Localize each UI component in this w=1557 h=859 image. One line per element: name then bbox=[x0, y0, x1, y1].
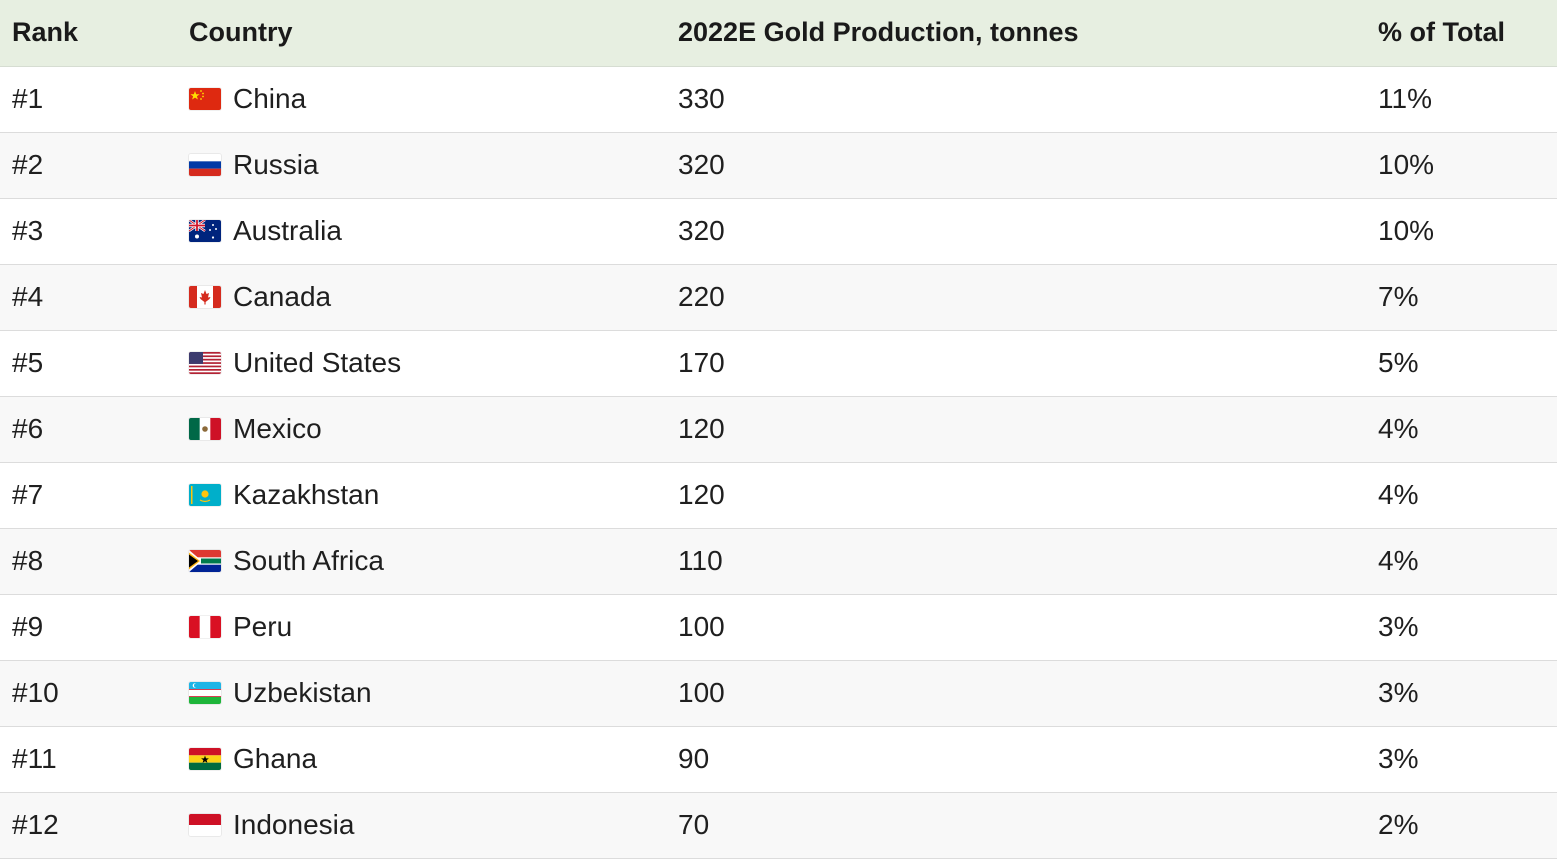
mexico-flag-icon bbox=[189, 418, 221, 440]
kazakhstan-flag-icon bbox=[189, 484, 221, 506]
production-cell: 170 bbox=[666, 330, 1366, 397]
header-rank: Rank bbox=[0, 0, 177, 67]
country-name: Indonesia bbox=[233, 809, 355, 840]
rank-cell: #6 bbox=[0, 396, 177, 463]
table-row: #6 Mexico 120 4% bbox=[0, 396, 1557, 463]
country-name: China bbox=[233, 83, 307, 114]
table-row: #12 Indonesia 70 2% bbox=[0, 792, 1557, 859]
production-cell: 320 bbox=[666, 198, 1366, 265]
production-cell: 70 bbox=[666, 792, 1366, 859]
table-row: #2 Russia 320 10% bbox=[0, 132, 1557, 199]
rank-cell: #11 bbox=[0, 726, 177, 793]
rank-cell: #7 bbox=[0, 462, 177, 529]
peru-flag-icon bbox=[189, 616, 221, 638]
china-flag-icon bbox=[189, 88, 221, 110]
rank-cell: #10 bbox=[0, 660, 177, 727]
country-name: Australia bbox=[233, 215, 342, 246]
share-cell: 2% bbox=[1366, 792, 1557, 859]
header-share: % of Total bbox=[1366, 0, 1557, 67]
russia-flag-icon bbox=[189, 154, 221, 176]
country-name: South Africa bbox=[233, 545, 384, 576]
table-row: #10 Uzbekistan 100 3% bbox=[0, 660, 1557, 727]
production-cell: 100 bbox=[666, 660, 1366, 727]
table-row: #9 Peru 100 3% bbox=[0, 594, 1557, 661]
header-production: 2022E Gold Production, tonnes bbox=[666, 0, 1366, 67]
table-header: Rank Country 2022E Gold Production, tonn… bbox=[0, 0, 1557, 67]
country-name: Russia bbox=[233, 149, 319, 180]
table-row: #8 South Africa 110 4% bbox=[0, 528, 1557, 595]
share-cell: 10% bbox=[1366, 132, 1557, 199]
country-name: Kazakhstan bbox=[233, 479, 380, 510]
production-cell: 110 bbox=[666, 528, 1366, 595]
share-cell: 10% bbox=[1366, 198, 1557, 265]
rank-cell: #1 bbox=[0, 66, 177, 133]
production-cell: 120 bbox=[666, 396, 1366, 463]
table-row: #11 Ghana 90 3% bbox=[0, 726, 1557, 793]
share-cell: 4% bbox=[1366, 528, 1557, 595]
canada-flag-icon bbox=[189, 286, 221, 308]
rank-cell: #12 bbox=[0, 792, 177, 859]
south-africa-flag-icon bbox=[189, 550, 221, 572]
country-name: Canada bbox=[233, 281, 332, 312]
rank-cell: #2 bbox=[0, 132, 177, 199]
production-cell: 120 bbox=[666, 462, 1366, 529]
production-cell: 220 bbox=[666, 264, 1366, 331]
country-name: Mexico bbox=[233, 413, 322, 444]
production-cell: 320 bbox=[666, 132, 1366, 199]
rank-cell: #8 bbox=[0, 528, 177, 595]
share-cell: 3% bbox=[1366, 726, 1557, 793]
table-row: #5 United States 170 5% bbox=[0, 330, 1557, 397]
share-cell: 3% bbox=[1366, 660, 1557, 727]
australia-flag-icon bbox=[189, 220, 221, 242]
ghana-flag-icon bbox=[189, 748, 221, 770]
usa-flag-icon bbox=[189, 352, 221, 374]
rank-cell: #4 bbox=[0, 264, 177, 331]
share-cell: 3% bbox=[1366, 594, 1557, 661]
share-cell: 7% bbox=[1366, 264, 1557, 331]
production-cell: 90 bbox=[666, 726, 1366, 793]
production-cell: 100 bbox=[666, 594, 1366, 661]
table-row: #1 China 330 11% bbox=[0, 66, 1557, 133]
country-name: Ghana bbox=[233, 743, 318, 774]
table-row: #4 Canada 220 7% bbox=[0, 264, 1557, 331]
table-row: #3 Australia 320 10% bbox=[0, 198, 1557, 265]
table-body: #1 China 330 11% #2 Russia 320 10% #3 Au… bbox=[0, 66, 1557, 859]
rank-cell: #3 bbox=[0, 198, 177, 265]
production-cell: 330 bbox=[666, 66, 1366, 133]
share-cell: 4% bbox=[1366, 462, 1557, 529]
header-row: Rank Country 2022E Gold Production, tonn… bbox=[0, 0, 1557, 67]
country-name: Peru bbox=[233, 611, 293, 642]
uzbekistan-flag-icon bbox=[189, 682, 221, 704]
country-name: Uzbekistan bbox=[233, 677, 372, 708]
share-cell: 4% bbox=[1366, 396, 1557, 463]
indonesia-flag-icon bbox=[189, 814, 221, 836]
rank-cell: #9 bbox=[0, 594, 177, 661]
share-cell: 11% bbox=[1366, 66, 1557, 133]
rank-cell: #5 bbox=[0, 330, 177, 397]
header-country: Country bbox=[177, 0, 666, 67]
country-name: United States bbox=[233, 347, 402, 378]
table-row: #7 Kazakhstan 120 4% bbox=[0, 462, 1557, 529]
share-cell: 5% bbox=[1366, 330, 1557, 397]
